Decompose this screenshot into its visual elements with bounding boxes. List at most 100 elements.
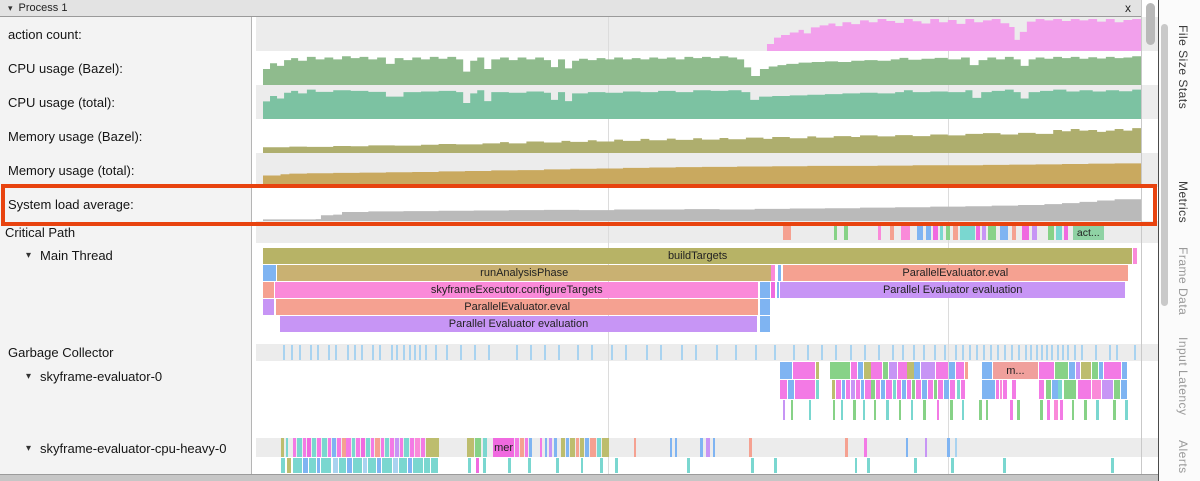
trace-slice[interactable] xyxy=(1112,400,1116,420)
trace-slice[interactable] xyxy=(863,362,871,379)
gc-event-tick[interactable] xyxy=(735,345,738,360)
trace-slice[interactable] xyxy=(1039,362,1055,379)
gc-event-tick[interactable] xyxy=(408,345,411,360)
trace-slice[interactable] xyxy=(937,400,940,420)
trace-slice[interactable] xyxy=(751,458,754,473)
gc-event-tick[interactable] xyxy=(754,345,757,360)
gc-event-tick[interactable] xyxy=(954,345,957,360)
gc-event-tick[interactable] xyxy=(1133,345,1136,360)
trace-slice-labeled[interactable]: ParallelEvaluator.eval xyxy=(782,265,1128,281)
main-thread-track-0[interactable]: buildTargets xyxy=(263,248,1141,264)
gc-event-tick[interactable] xyxy=(414,345,417,360)
trace-slice[interactable] xyxy=(687,458,690,473)
trace-slice[interactable] xyxy=(1039,380,1045,399)
trace-slice[interactable] xyxy=(917,225,924,240)
gc-event-tick[interactable] xyxy=(424,345,427,360)
gc-event-tick[interactable] xyxy=(1051,345,1054,360)
critical-path-track[interactable]: act... xyxy=(263,225,1141,240)
trace-slice[interactable] xyxy=(468,458,472,473)
trace-slice[interactable] xyxy=(902,380,906,399)
trace-slice[interactable] xyxy=(922,380,927,399)
trace-slice[interactable] xyxy=(889,225,895,240)
trace-slice[interactable] xyxy=(777,265,781,281)
trace-slice[interactable] xyxy=(881,380,885,399)
trace-slice[interactable] xyxy=(368,458,377,473)
collapse-triangle-icon[interactable]: ▾ xyxy=(26,249,32,261)
trace-slice[interactable] xyxy=(1113,380,1120,399)
trace-slice[interactable] xyxy=(544,438,548,457)
trace-slice[interactable] xyxy=(423,458,430,473)
trace-slice[interactable] xyxy=(706,438,710,457)
trace-slice[interactable] xyxy=(381,458,393,473)
cpu-usage-total-chart[interactable] xyxy=(263,85,1141,119)
trace-slice[interactable] xyxy=(920,362,935,379)
trace-slice[interactable] xyxy=(906,380,911,399)
trace-slice[interactable] xyxy=(316,458,321,473)
trace-slice[interactable] xyxy=(780,362,793,379)
gc-event-tick[interactable] xyxy=(1030,345,1033,360)
trace-slice[interactable] xyxy=(370,438,375,457)
gc-tick-track[interactable] xyxy=(263,344,1141,361)
trace-slice[interactable] xyxy=(1046,380,1051,399)
gc-event-tick[interactable] xyxy=(515,345,518,360)
gc-event-tick[interactable] xyxy=(1061,345,1064,360)
trace-slice[interactable] xyxy=(482,438,487,457)
trace-slice[interactable] xyxy=(590,438,596,457)
trace-slice[interactable] xyxy=(776,282,780,298)
trace-slice[interactable] xyxy=(263,265,277,281)
main-thread-track-2[interactable]: skyframeExecutor.configureTargets Paralle… xyxy=(263,282,1141,298)
trace-slice[interactable] xyxy=(961,400,965,420)
trace-slice-labeled[interactable]: Parallel Evaluator evaluation xyxy=(780,282,1126,298)
trace-slice[interactable] xyxy=(1076,362,1081,379)
trace-slice[interactable] xyxy=(1121,362,1127,379)
trace-slice[interactable] xyxy=(759,316,770,332)
trace-slice[interactable] xyxy=(773,458,777,473)
gc-event-tick[interactable] xyxy=(944,345,947,360)
trace-slice[interactable] xyxy=(782,225,791,240)
trace-slice[interactable] xyxy=(877,225,882,240)
trace-slice[interactable] xyxy=(1104,362,1121,379)
trace-slice[interactable] xyxy=(365,438,371,457)
trace-slice[interactable] xyxy=(466,438,474,457)
gc-event-tick[interactable] xyxy=(933,345,936,360)
trace-slice[interactable] xyxy=(955,362,964,379)
trace-slice[interactable] xyxy=(875,380,881,399)
label-skyframe-evaluator-cpu-heavy-0[interactable]: ▾ skyframe-evaluator-cpu-heavy-0 xyxy=(26,440,227,456)
trace-slice[interactable] xyxy=(409,438,414,457)
trace-slice[interactable] xyxy=(886,400,889,420)
trace-slice[interactable] xyxy=(385,438,390,457)
trace-slice[interactable] xyxy=(749,438,753,457)
trace-slice[interactable] xyxy=(1021,225,1030,240)
gc-event-tick[interactable] xyxy=(835,345,838,360)
trace-slice[interactable] xyxy=(867,458,870,473)
gc-event-tick[interactable] xyxy=(1046,345,1049,360)
trace-slice[interactable] xyxy=(896,380,902,399)
gc-event-tick[interactable] xyxy=(877,345,880,360)
trace-slice[interactable] xyxy=(830,362,851,379)
trace-slice[interactable] xyxy=(932,225,939,240)
trace-slice[interactable] xyxy=(946,225,951,240)
trace-slice[interactable] xyxy=(985,400,989,420)
trace-slice[interactable] xyxy=(1017,400,1020,420)
trace-slice[interactable] xyxy=(831,380,836,399)
trace-slice[interactable] xyxy=(1096,400,1099,420)
gc-event-tick[interactable] xyxy=(371,345,374,360)
trace-slice[interactable] xyxy=(414,438,421,457)
trace-slice[interactable] xyxy=(1047,400,1050,420)
trace-slice[interactable] xyxy=(1063,380,1077,399)
trace-slice[interactable] xyxy=(988,225,997,240)
gc-event-tick[interactable] xyxy=(543,345,546,360)
trace-slice[interactable] xyxy=(782,400,785,420)
collapse-triangle-icon[interactable]: ▾ xyxy=(8,2,13,13)
trace-slice[interactable] xyxy=(297,438,302,457)
trace-slice[interactable] xyxy=(844,225,848,240)
trace-slice[interactable] xyxy=(292,458,302,473)
gc-event-tick[interactable] xyxy=(334,345,337,360)
trace-slice[interactable] xyxy=(851,380,855,399)
trace-slice[interactable] xyxy=(524,438,529,457)
trace-slice-labeled[interactable]: ParallelEvaluator.eval xyxy=(276,299,759,315)
trace-slice[interactable] xyxy=(1003,380,1007,399)
gc-event-tick[interactable] xyxy=(1067,345,1070,360)
gc-event-tick[interactable] xyxy=(821,345,824,360)
gc-event-tick[interactable] xyxy=(645,345,648,360)
